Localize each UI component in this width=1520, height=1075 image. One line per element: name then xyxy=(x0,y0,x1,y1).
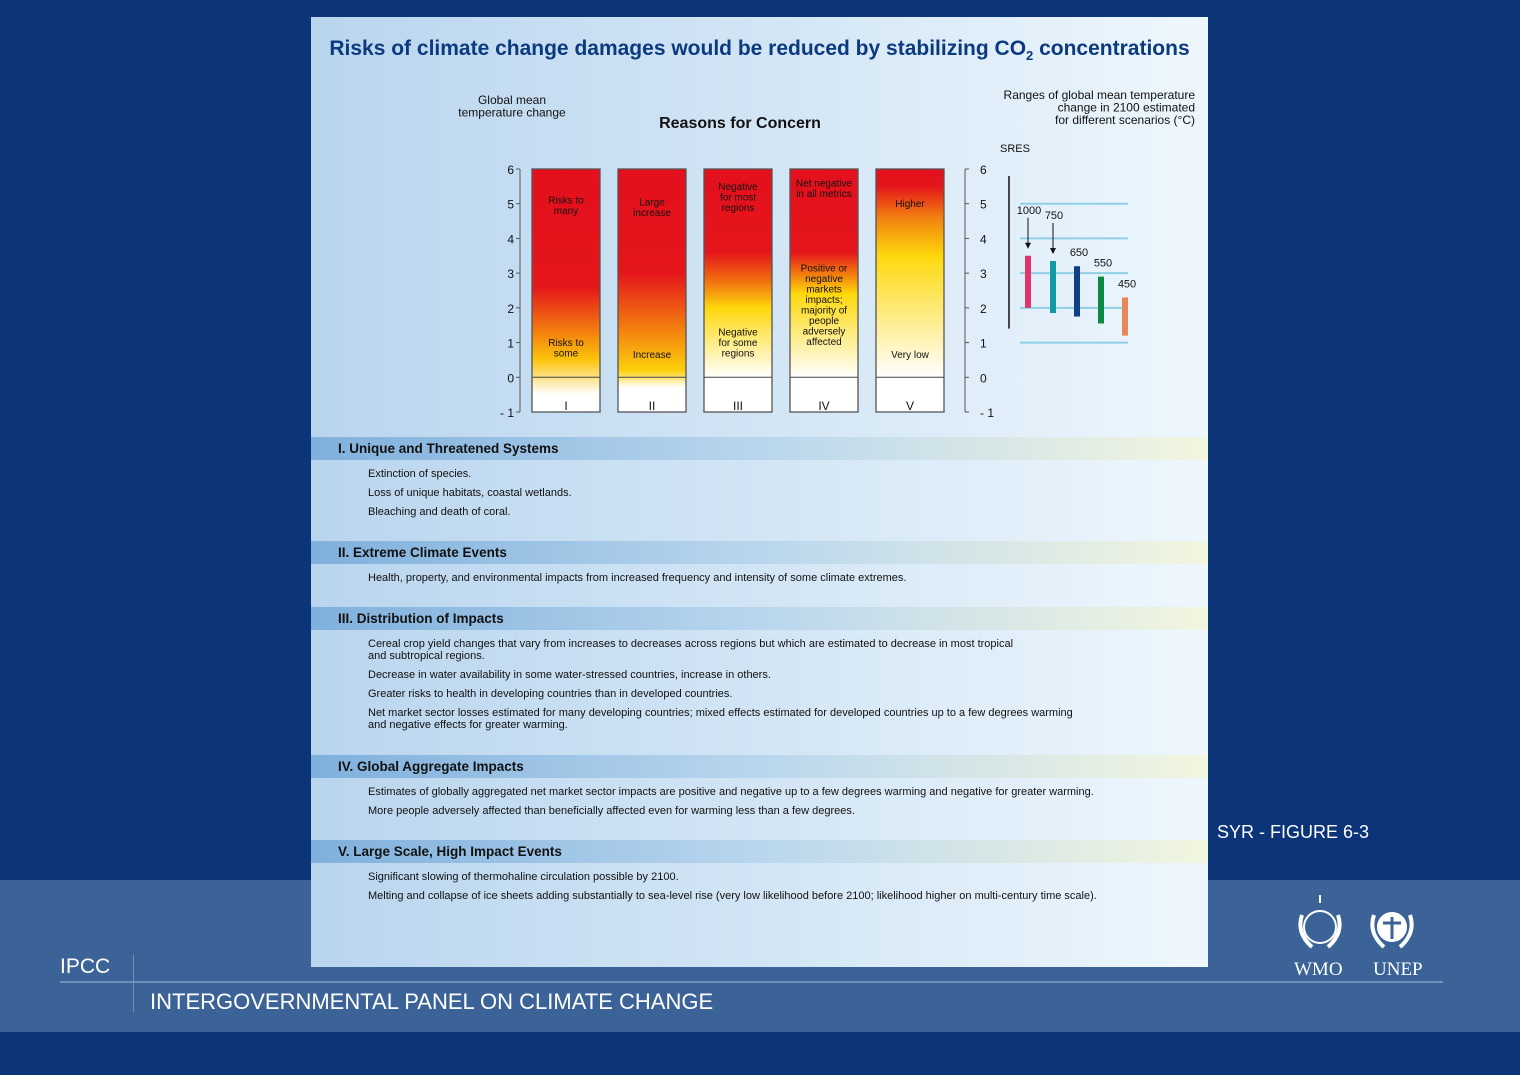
section-heading: IV. Global Aggregate Impacts xyxy=(311,755,1208,778)
right-y-tick-label: 5 xyxy=(980,198,987,212)
y-tick-label: 5 xyxy=(507,198,514,212)
section-item: Cereal crop yield changes that vary from… xyxy=(368,638,1014,662)
right-y-tick-label: 2 xyxy=(980,302,987,316)
section-item: Health, property, and environmental impa… xyxy=(368,572,907,584)
y-tick-label: 6 xyxy=(507,163,514,177)
ember-top-label: Net negative in all metrics xyxy=(796,178,853,200)
section-item: Loss of unique habitats, coastal wetland… xyxy=(368,487,572,499)
ember-top-label: Large increase xyxy=(633,197,671,219)
section-heading: II. Extreme Climate Events xyxy=(311,541,1208,564)
right-y-tick-label: - 1 xyxy=(980,406,994,420)
figure-reference: SYR - FIGURE 6-3 xyxy=(1217,822,1370,842)
concern-section: V. Large Scale, High Impact Events Signif… xyxy=(311,840,1208,909)
section-item: Greater risks to health in developing co… xyxy=(368,688,733,700)
right-y-tick-label: 1 xyxy=(980,337,987,351)
section-item: Significant slowing of thermohaline circ… xyxy=(368,871,679,883)
ipcc-label: IPCC xyxy=(60,955,111,978)
scenario-bar-1000 xyxy=(1025,255,1031,308)
category-label: V xyxy=(906,399,914,413)
y-axis-label: Global mean temperature change xyxy=(458,93,566,120)
footer-divider xyxy=(60,981,1443,983)
sres-label: SRES xyxy=(1000,143,1030,155)
scenario-label: 750 xyxy=(1045,210,1063,222)
ember-bar-III xyxy=(703,168,773,413)
wmo-text: WMO xyxy=(1294,959,1343,979)
section-item: Melting and collapse of ice sheets addin… xyxy=(368,890,1097,902)
footer-vertical-divider xyxy=(133,955,134,1012)
y-tick-label: - 1 xyxy=(500,406,514,420)
ember-bottom-label: Risks to some xyxy=(548,338,584,360)
right-y-tick-label: 3 xyxy=(980,267,987,281)
right-y-tick-label: 0 xyxy=(980,371,987,385)
scenario-label: 650 xyxy=(1070,247,1088,259)
section-item: Bleaching and death of coral. xyxy=(368,506,511,518)
section-item: Net market sector losses estimated for m… xyxy=(368,707,1073,731)
scenario-bar-750 xyxy=(1050,260,1056,314)
ember-top-label: Risks to many xyxy=(548,196,584,218)
y-tick-label: 2 xyxy=(507,302,514,316)
unep-logo-icon xyxy=(1370,912,1414,949)
section-item: Estimates of globally aggregated net mar… xyxy=(368,786,1094,798)
ember-bottom-label: Increase xyxy=(633,350,672,361)
scenario-bar-650 xyxy=(1074,266,1080,317)
figure-panel: Risks of climate change damages would be… xyxy=(311,17,1208,967)
ember-top-label: Higher xyxy=(895,199,925,210)
ipcc-full-name: INTERGOVERNMENTAL PANEL ON CLIMATE CHANG… xyxy=(150,989,714,1014)
category-label: IV xyxy=(818,399,829,413)
ember-bar-V xyxy=(875,168,945,413)
ember-top-label: Negative for most regions xyxy=(718,182,758,214)
right-y-tick-label: 4 xyxy=(980,232,987,246)
y-tick-label: 3 xyxy=(507,267,514,281)
section-heading: III. Distribution of Impacts xyxy=(311,607,1208,630)
section-item: Extinction of species. xyxy=(368,468,472,480)
ember-bottom-label: Very low xyxy=(891,350,930,361)
y-tick-label: 0 xyxy=(507,371,514,385)
y-tick-label: 1 xyxy=(507,337,514,351)
category-label: II xyxy=(649,399,656,413)
reasons-for-concern-chart: Global mean temperature change Reasons for… xyxy=(458,88,1196,420)
ember-bottom-label: Negative for some regions xyxy=(718,328,758,360)
chart-title: Reasons for Concern xyxy=(659,115,821,132)
section-heading: I. Unique and Threatened Systems xyxy=(311,437,1208,460)
section-item: Decrease in water availability in some w… xyxy=(368,669,771,681)
arrowhead-icon xyxy=(1025,242,1031,249)
section-heading: V. Large Scale, High Impact Events xyxy=(311,840,1208,863)
ember-bar-I xyxy=(531,168,601,413)
category-label: III xyxy=(733,399,743,413)
category-label: I xyxy=(564,399,567,413)
right-y-tick-label: 6 xyxy=(980,163,987,177)
concern-section: IV. Global Aggregate Impacts Estimates of… xyxy=(311,755,1208,824)
scenario-bar-450 xyxy=(1122,297,1128,336)
ember-bottom-label: Positive or negative markets impacts; majori… xyxy=(801,263,848,348)
wmo-unep-logos: WMO UNEP xyxy=(1294,895,1423,979)
wmo-logo-icon xyxy=(1298,895,1342,949)
arrowhead-icon xyxy=(1050,247,1056,254)
scenario-label: 550 xyxy=(1094,258,1112,270)
figure-title: Risks of climate change damages would be… xyxy=(329,37,1190,64)
ember-bar-II xyxy=(617,168,687,413)
concern-section: III. Distribution of Impacts Cereal crop … xyxy=(311,607,1208,738)
scenario-label: 1000 xyxy=(1017,205,1041,217)
y-tick-label: 4 xyxy=(507,232,514,246)
concern-section: II. Extreme Climate Events Health, proper… xyxy=(311,541,1208,591)
unep-text: UNEP xyxy=(1373,959,1423,979)
scenario-bar-550 xyxy=(1098,276,1104,324)
scenario-title: Ranges of global mean temperature change … xyxy=(1004,88,1196,127)
ember-bar-IV xyxy=(789,168,859,413)
scenario-label: 450 xyxy=(1118,278,1136,290)
section-item: More people adversely affected than bene… xyxy=(368,805,855,817)
concern-section: I. Unique and Threatened Systems Extincti… xyxy=(311,437,1208,525)
